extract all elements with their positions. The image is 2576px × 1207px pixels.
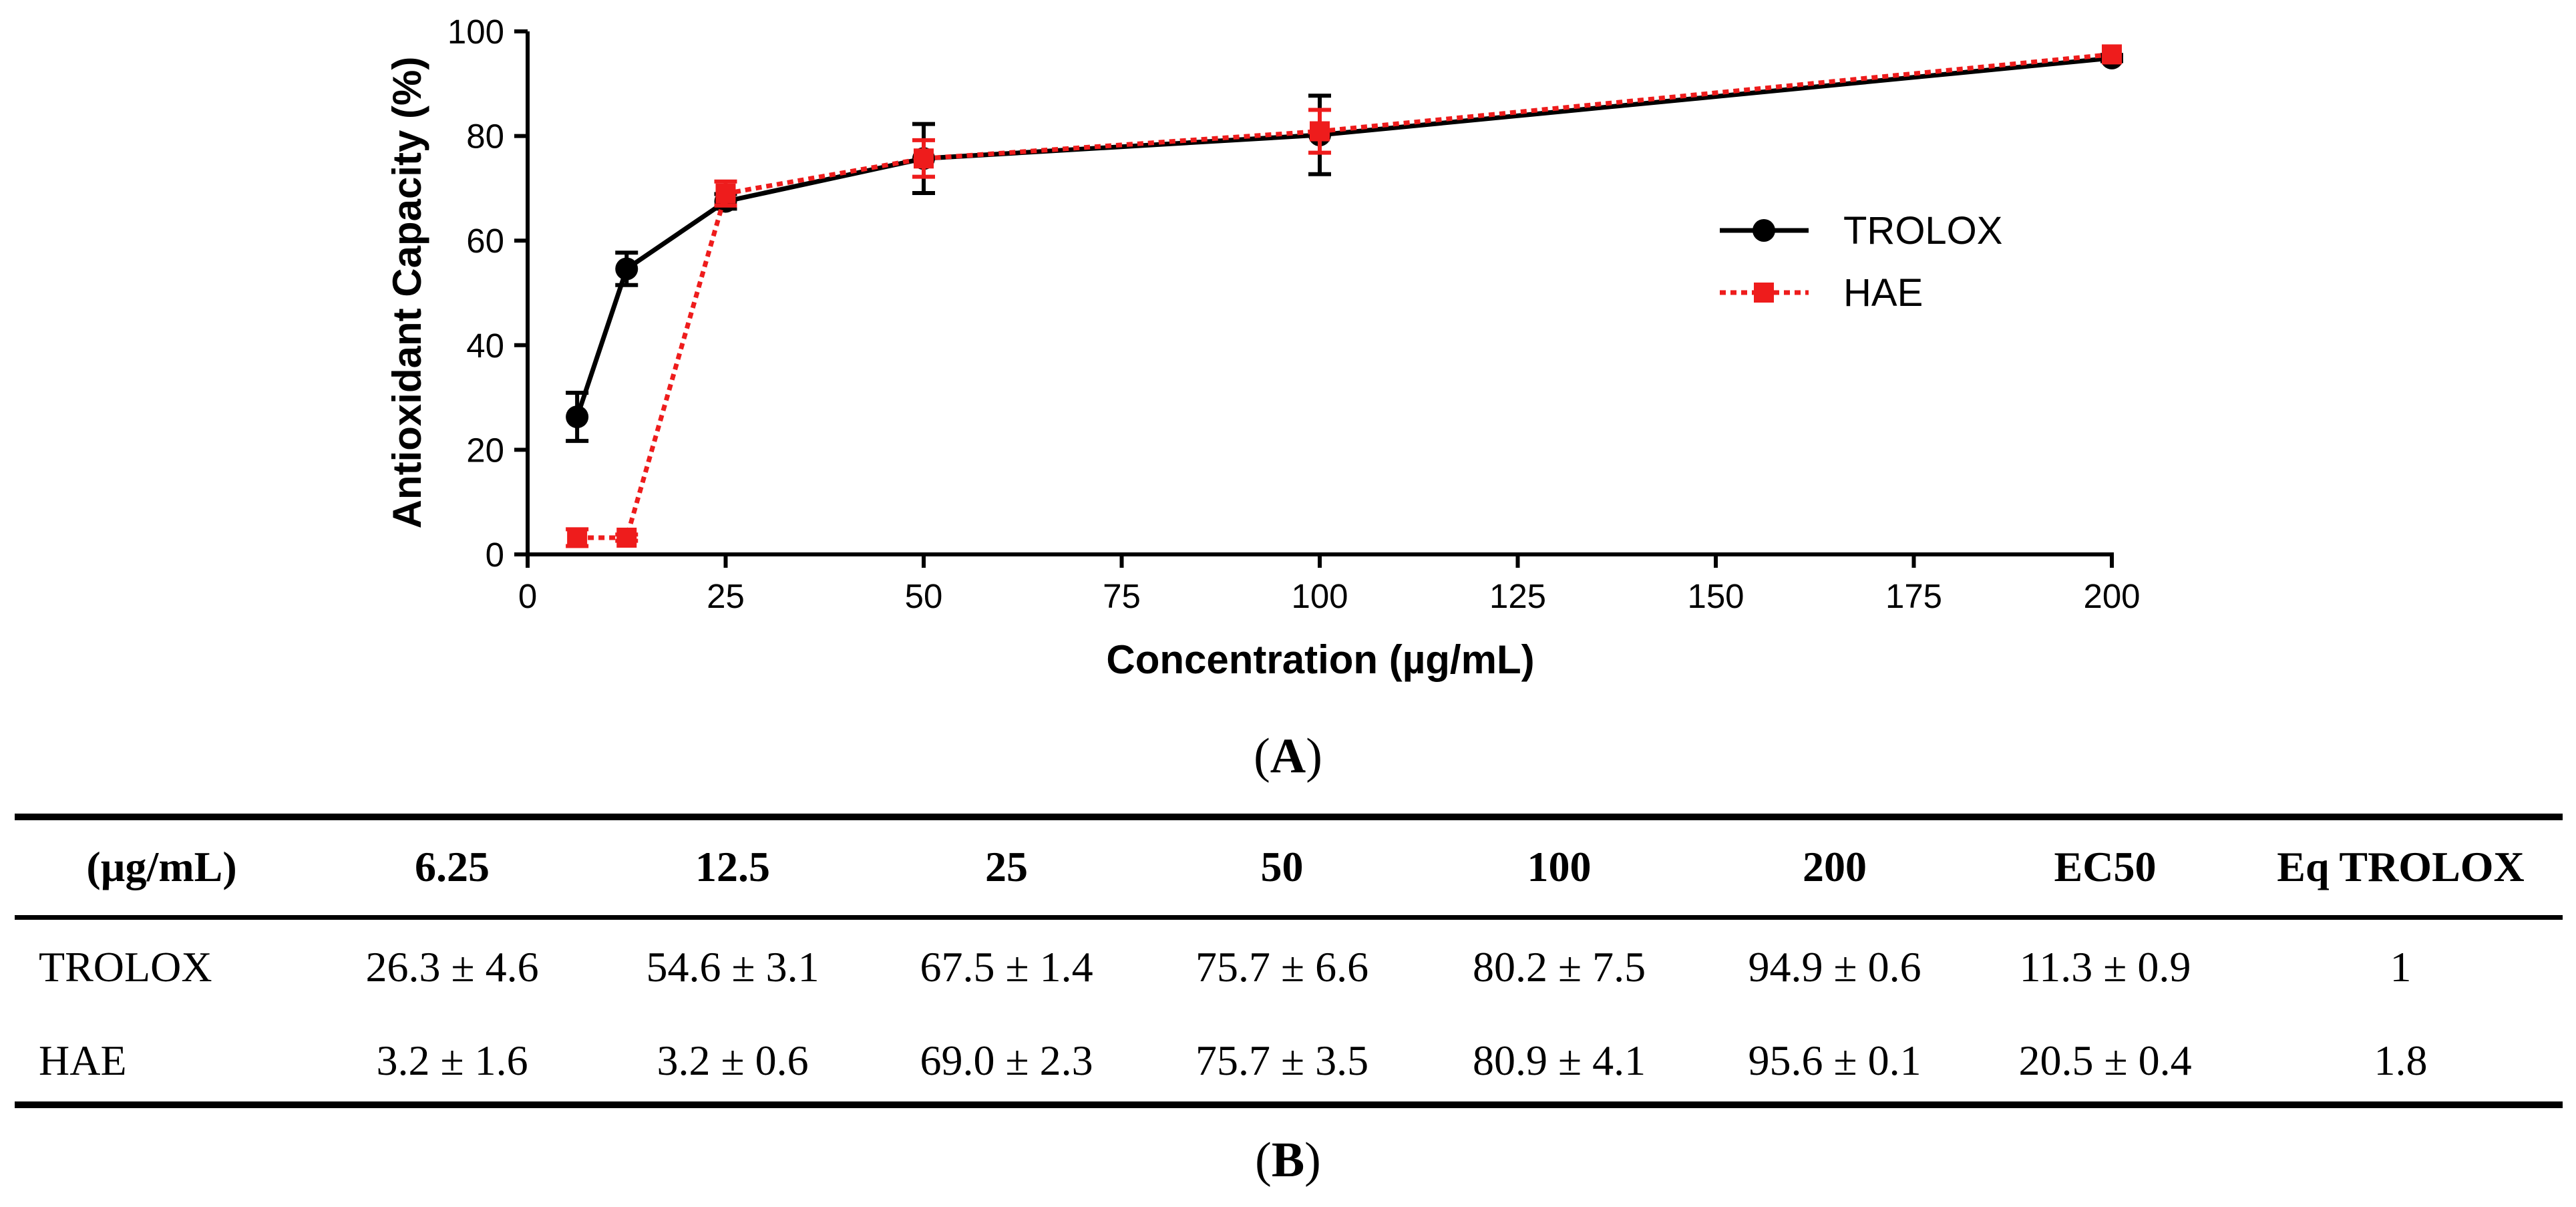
table-cell: 94.9 ± 0.6 bbox=[1748, 943, 1921, 991]
x-tick-label: 25 bbox=[707, 577, 745, 615]
y-tick-label: 20 bbox=[466, 431, 504, 469]
table-row: HAE 3.2 ± 1.6 3.2 ± 0.6 69.0 ± 2.3 75.7 … bbox=[15, 1014, 2563, 1107]
header-cell: (µg/mL) bbox=[86, 843, 237, 890]
results-table-wrapper: (µg/mL) 6.25 12.5 25 50 100 200 EC50 Eq … bbox=[15, 814, 2563, 1109]
hae-point bbox=[715, 183, 736, 204]
header-cell: EC50 bbox=[2054, 843, 2157, 890]
header-cell: 100 bbox=[1527, 843, 1592, 890]
table-top-rule bbox=[15, 814, 2563, 820]
caption-a-letter: A bbox=[1270, 729, 1306, 784]
x-axis-ticks: 0 25 50 75 100 125 150 175 200 bbox=[518, 554, 2141, 615]
hae-point bbox=[2102, 44, 2122, 65]
hae-point bbox=[1310, 121, 1330, 142]
table-cell: 54.6 ± 3.1 bbox=[646, 943, 819, 991]
header-cell: 50 bbox=[1260, 843, 1304, 890]
header-cell: 6.25 bbox=[415, 843, 490, 890]
y-axis-title: Antioxidant Capacity (%) bbox=[385, 57, 429, 529]
row-label-cell: HAE bbox=[39, 1037, 127, 1084]
y-tick-label: 80 bbox=[466, 118, 504, 156]
table-header-row: (µg/mL) 6.25 12.5 25 50 100 200 EC50 Eq … bbox=[15, 814, 2563, 920]
header-cell: Eq TROLOX bbox=[2277, 843, 2525, 890]
hae-point bbox=[567, 527, 588, 548]
table-cell: 1 bbox=[2390, 943, 2412, 991]
table-cell: 3.2 ± 1.6 bbox=[376, 1037, 528, 1084]
hae-point bbox=[914, 148, 934, 169]
y-axis-ticks: 0 20 40 60 80 100 bbox=[447, 13, 528, 574]
table-cell: 3.2 ± 0.6 bbox=[657, 1037, 809, 1084]
trolox-point bbox=[615, 257, 638, 281]
table-cell: 20.5 ± 0.4 bbox=[2018, 1037, 2192, 1084]
table-cell: 80.2 ± 7.5 bbox=[1472, 943, 1646, 991]
hae-line bbox=[577, 51, 2112, 540]
x-tick-label: 125 bbox=[1489, 577, 1546, 615]
legend-hae-label: HAE bbox=[1843, 271, 1923, 315]
trolox-line bbox=[574, 55, 2112, 418]
table-cell: 1.8 bbox=[2374, 1037, 2428, 1084]
trolox-point bbox=[566, 405, 589, 429]
legend: TROLOX HAE bbox=[1720, 209, 2003, 315]
table-header-rule bbox=[15, 915, 2563, 920]
table-cell: 11.3 ± 0.9 bbox=[2019, 943, 2191, 991]
table-cell: 80.9 ± 4.1 bbox=[1472, 1037, 1646, 1084]
caption-a: (A) bbox=[1254, 729, 1322, 784]
y-tick-label: 60 bbox=[466, 222, 504, 260]
table-row: TROLOX 26.3 ± 4.6 54.6 ± 3.1 67.5 ± 1.4 … bbox=[15, 920, 2563, 1014]
series-hae bbox=[566, 44, 2122, 548]
x-tick-label: 150 bbox=[1687, 577, 1744, 615]
header-cell: 200 bbox=[1803, 843, 1867, 890]
row-label-cell: TROLOX bbox=[39, 943, 212, 991]
table-bottom-rule bbox=[15, 1101, 2563, 1108]
y-tick-label: 40 bbox=[466, 327, 504, 365]
antioxidant-capacity-chart: 0 25 50 75 100 125 150 175 200 0 20 40 60 80 100 Conc… bbox=[385, 13, 2141, 682]
x-tick-label: 100 bbox=[1291, 577, 1348, 615]
header-cell: 25 bbox=[985, 843, 1028, 890]
table-cell: 67.5 ± 1.4 bbox=[920, 943, 1093, 991]
hae-point bbox=[616, 527, 637, 548]
table-cell: 26.3 ± 4.6 bbox=[365, 943, 539, 991]
legend-hae-marker bbox=[1754, 283, 1774, 303]
legend-trolox-marker bbox=[1753, 219, 1775, 242]
header-cell: 12.5 bbox=[695, 843, 770, 890]
y-tick-label: 0 bbox=[486, 536, 504, 574]
x-tick-label: 75 bbox=[1103, 577, 1141, 615]
x-tick-label: 50 bbox=[905, 577, 943, 615]
y-tick-label: 100 bbox=[447, 13, 504, 51]
table-cell: 95.6 ± 0.1 bbox=[1748, 1037, 1921, 1084]
table-cell: 69.0 ± 2.3 bbox=[920, 1037, 1093, 1084]
x-tick-label: 200 bbox=[2083, 577, 2140, 615]
results-table: (µg/mL) 6.25 12.5 25 50 100 200 EC50 Eq … bbox=[15, 814, 2563, 1107]
legend-trolox-label: TROLOX bbox=[1843, 209, 2003, 252]
series-layer bbox=[566, 44, 2123, 548]
x-tick-label: 0 bbox=[518, 577, 537, 615]
x-axis-title: Concentration (µg/mL) bbox=[1106, 637, 1534, 682]
caption-b: (B) bbox=[1255, 1133, 1321, 1188]
caption-b-letter: B bbox=[1271, 1133, 1305, 1188]
table-cell: 75.7 ± 6.6 bbox=[1195, 943, 1369, 991]
table-cell: 75.7 ± 3.5 bbox=[1195, 1037, 1369, 1084]
x-tick-label: 175 bbox=[1885, 577, 1942, 615]
